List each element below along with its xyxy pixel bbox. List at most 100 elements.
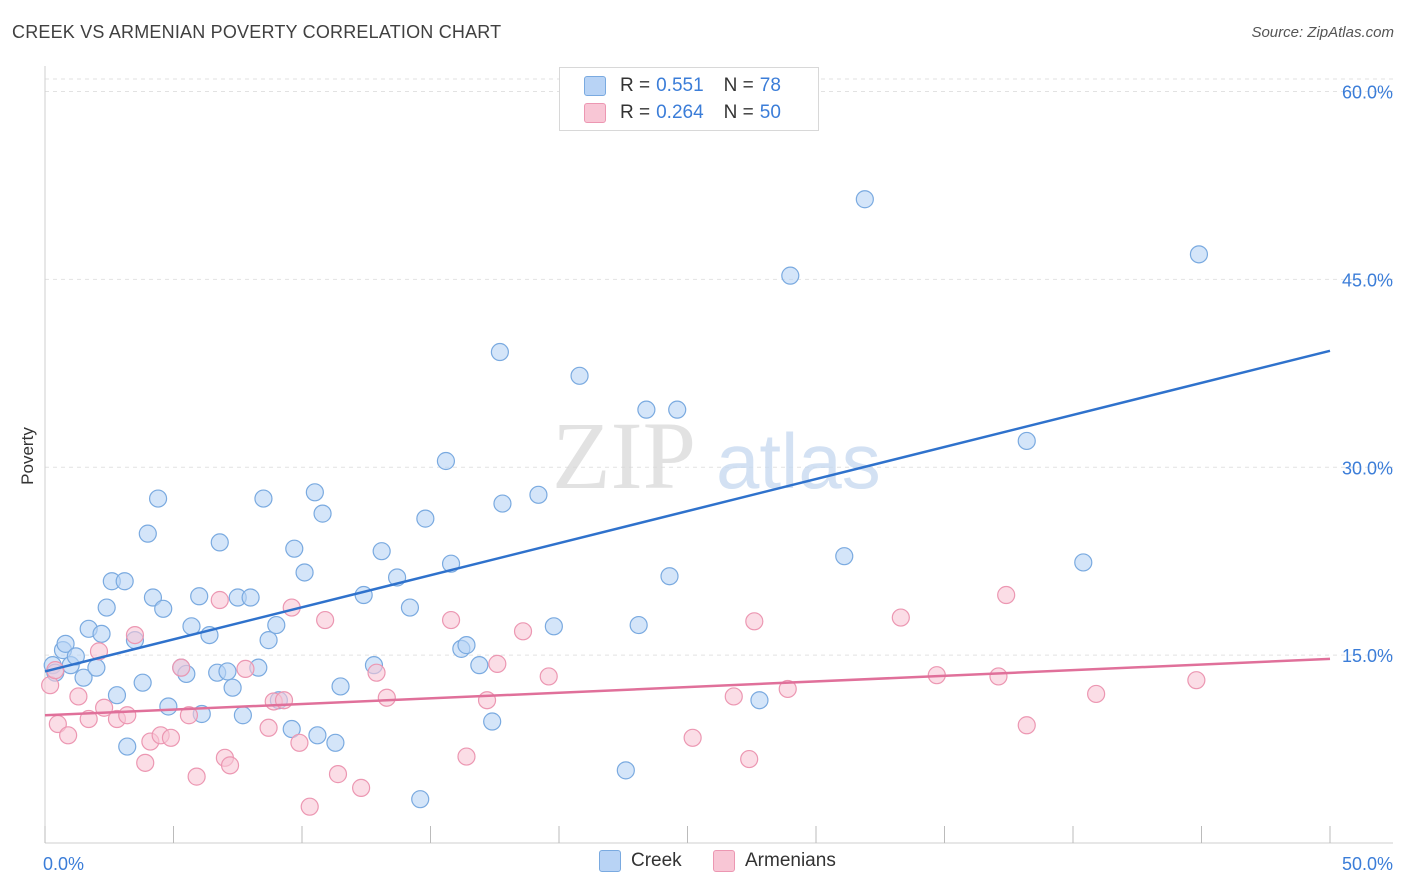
bottom-legend-creek[interactable]: Creek (599, 850, 682, 872)
armenians-point-46 (989, 667, 1008, 686)
y-tick-label-60: 60.0% (1342, 83, 1393, 103)
creek-point-69 (660, 567, 679, 586)
armenians-point-27 (300, 797, 319, 816)
creek-point-9 (92, 624, 111, 643)
armenians-point-0 (41, 676, 60, 695)
creek-trend-line (44, 349, 1331, 673)
armenians-point-16 (179, 706, 199, 725)
armenians-point-21 (236, 659, 255, 679)
creek-point-55 (436, 451, 456, 471)
source-label: Source: ZipAtlas.com (1251, 24, 1394, 41)
creek-swatch (584, 76, 606, 96)
creek-point-31 (223, 678, 242, 697)
armenians-swatch (584, 103, 606, 123)
watermark-zip: ZIP (552, 402, 696, 509)
chart-title: CREEK VS ARMENIAN POVERTY CORRELATION CH… (12, 22, 502, 42)
armenians-point-39 (683, 728, 702, 747)
creek-point-73 (835, 547, 854, 566)
armenians-legend-label: Armenians (745, 850, 836, 871)
armenians-n-value: 50 (759, 102, 781, 123)
creek-point-47 (331, 677, 350, 696)
y-tick-label-30: 30.0% (1342, 458, 1393, 478)
armenians-point-18 (210, 590, 229, 610)
y-tick-label-15: 15.0% (1342, 646, 1393, 666)
creek-point-29 (210, 533, 229, 552)
creek-point-62 (493, 494, 512, 513)
armenians-point-35 (477, 691, 497, 710)
creek-r-value: 0.551 (656, 75, 704, 96)
creek-point-48 (354, 585, 373, 605)
axes (44, 66, 1393, 844)
creek-point-60 (483, 712, 502, 731)
armenians-point-28 (316, 610, 335, 630)
creek-point-64 (544, 617, 563, 636)
creek-point-61 (490, 342, 509, 362)
series-creek (43, 190, 1209, 809)
creek-point-14 (118, 737, 137, 756)
creek-point-18 (143, 588, 163, 607)
correlation-legend: R = 0.551 N = 78 R = 0.264 N = 50 (559, 67, 819, 131)
creek-point-75 (1017, 431, 1036, 451)
creek-point-66 (616, 761, 635, 780)
armenians-point-26 (290, 733, 309, 752)
x-tick-labels: 0.0% 50.0% (43, 854, 1393, 874)
creek-point-6 (74, 668, 93, 687)
armenians-point-41 (740, 749, 759, 769)
creek-point-33 (233, 706, 252, 725)
creek-point-43 (305, 483, 324, 502)
armenians-n-label: N = (723, 102, 754, 123)
armenians-point-47 (997, 585, 1016, 605)
watermark: ZIP atlas (552, 402, 881, 509)
armenians-point-40 (724, 687, 743, 706)
creek-point-20 (154, 599, 173, 618)
armenians-point-10 (125, 625, 145, 645)
creek-point-16 (133, 673, 152, 692)
creek-point-37 (259, 631, 278, 650)
creek-point-50 (372, 542, 391, 561)
creek-point-52 (400, 598, 420, 617)
creek-point-54 (416, 509, 435, 528)
creek-point-34 (241, 588, 260, 607)
creek-point-38 (267, 615, 286, 635)
armenians-point-50 (1187, 671, 1206, 690)
creek-point-63 (529, 485, 548, 504)
bottom-legend-armenians[interactable]: Armenians (713, 850, 836, 872)
creek-point-65 (570, 366, 589, 385)
armenians-legend-swatch (713, 850, 735, 872)
creek-point-40 (282, 719, 301, 739)
armenians-point-48 (1017, 716, 1036, 735)
creek-point-74 (855, 190, 874, 209)
creek-point-30 (218, 662, 237, 681)
armenians-point-14 (161, 728, 181, 747)
trend-lines (44, 349, 1331, 717)
creek-point-45 (313, 504, 332, 523)
y-tick-label-45: 45.0% (1342, 270, 1393, 290)
grid-lines (45, 78, 1393, 656)
creek-point-67 (629, 615, 648, 635)
creek-point-44 (308, 726, 327, 745)
creek-point-76 (1074, 553, 1093, 572)
armenians-point-3 (59, 726, 78, 745)
watermark-atlas: atlas (716, 417, 881, 505)
creek-legend-label: Creek (631, 850, 682, 871)
creek-point-36 (254, 489, 273, 508)
creek-point-70 (668, 400, 687, 419)
series-armenians (41, 585, 1206, 816)
armenians-point-15 (172, 658, 191, 677)
creek-point-53 (411, 790, 430, 809)
armenians-r-label: R = (620, 102, 651, 123)
creek-legend-swatch (599, 850, 621, 872)
creek-point-21 (159, 697, 178, 716)
creek-point-25 (190, 587, 209, 606)
creek-point-68 (637, 400, 656, 419)
creek-point-42 (295, 563, 314, 582)
armenians-point-49 (1087, 684, 1106, 704)
creek-n-value: 78 (759, 75, 781, 96)
creek-point-41 (285, 539, 304, 558)
armenians-point-33 (441, 610, 461, 630)
y-axis-label: Poverty (18, 427, 37, 485)
armenians-point-44 (891, 608, 910, 627)
creek-r-label: R = (620, 75, 651, 96)
x-tick-label-max: 50.0% (1342, 854, 1393, 874)
